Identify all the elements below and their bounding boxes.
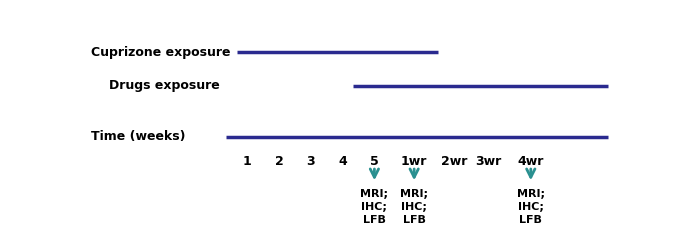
Text: 1: 1 <box>243 155 252 168</box>
Text: 2wr: 2wr <box>440 155 467 168</box>
Text: 4wr: 4wr <box>518 155 544 168</box>
Text: Time (weeks): Time (weeks) <box>91 130 185 143</box>
Text: LFB: LFB <box>519 215 542 225</box>
Text: 1wr: 1wr <box>401 155 428 168</box>
Text: 3: 3 <box>306 155 315 168</box>
Text: MRI;: MRI; <box>360 189 389 199</box>
Text: MRI;: MRI; <box>517 189 544 199</box>
Text: IHC;: IHC; <box>518 202 544 212</box>
Text: 5: 5 <box>370 155 379 168</box>
Text: 3wr: 3wr <box>475 155 501 168</box>
Text: MRI;: MRI; <box>400 189 428 199</box>
Text: Drugs exposure: Drugs exposure <box>109 79 220 93</box>
Text: Cuprizone exposure: Cuprizone exposure <box>91 46 231 59</box>
Text: IHC;: IHC; <box>402 202 427 212</box>
Text: LFB: LFB <box>363 215 386 225</box>
Text: 4: 4 <box>338 155 347 168</box>
Text: 2: 2 <box>274 155 283 168</box>
Text: IHC;: IHC; <box>361 202 387 212</box>
Text: LFB: LFB <box>403 215 425 225</box>
